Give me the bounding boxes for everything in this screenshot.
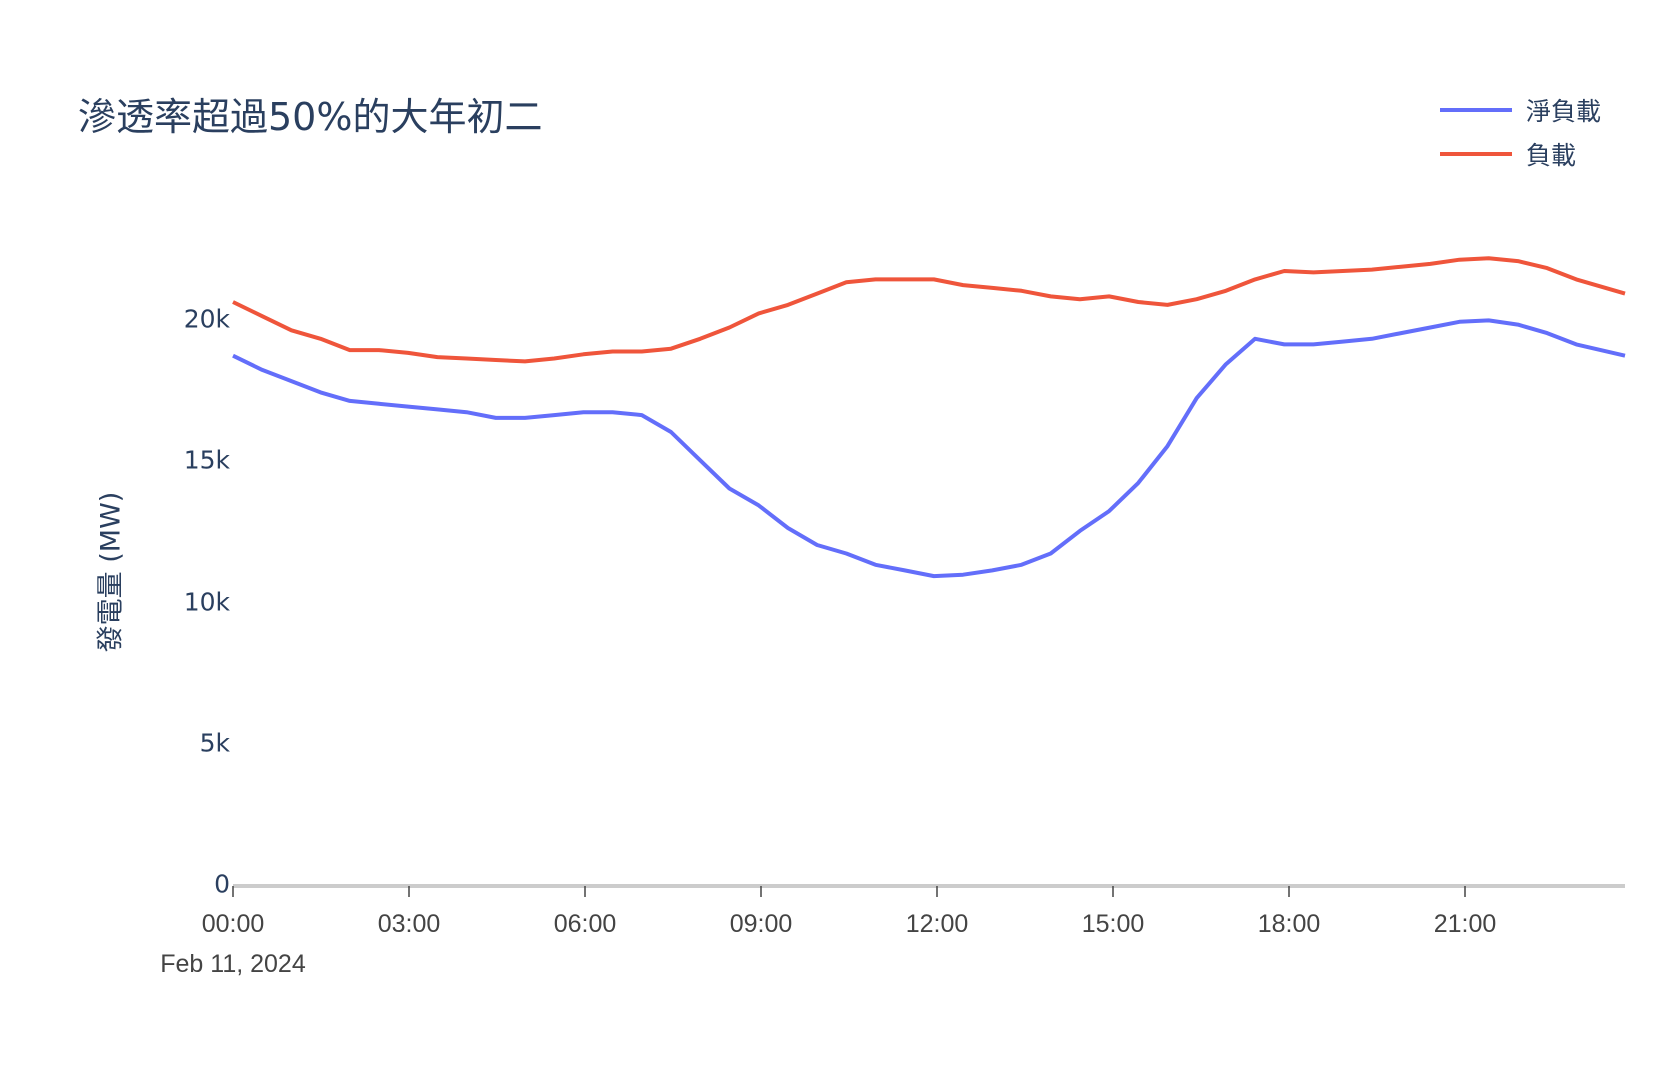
x-tick-label: 21:00 [1433,910,1497,938]
x-tick-label: 09:00 [729,910,793,938]
x-tick-label: 03:00 [377,910,441,938]
x-tick-label: 18:00 [1257,910,1321,938]
legend-label: 負載 [1526,141,1577,170]
legend-label: 淨負載 [1526,97,1602,126]
x-tick-label: 15:00 [1081,910,1145,938]
legend: 淨負載 負載 [1440,88,1601,176]
legend-swatch-load [1440,152,1512,156]
y-tick-label: 0 [214,869,230,899]
legend-item-load[interactable]: 負載 [1440,132,1601,176]
x-tick-label: 06:00 [553,910,617,938]
x-tick-label: 12:00 [905,910,969,938]
y-tick-label: 10k [183,587,230,617]
net-load-line[interactable] [232,318,1626,579]
y-tick-label: 20k [183,304,230,334]
chart-title: 滲透率超過50%的大年初二 [78,95,543,139]
y-tick-label: 15k [183,445,230,475]
y-tick-label: 5k [199,728,230,758]
x-tick-marks [232,886,1466,897]
legend-swatch-net-load [1440,108,1512,112]
load-line[interactable] [232,256,1626,364]
x-tick-label: 00:00 [201,910,265,938]
x-date-label: Feb 11, 2024 [160,950,306,978]
legend-item-net-load[interactable]: 淨負載 [1440,88,1601,132]
